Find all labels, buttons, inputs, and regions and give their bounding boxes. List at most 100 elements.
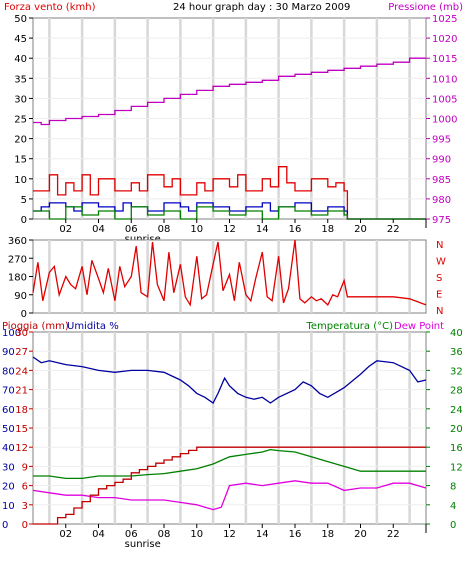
p3-humidity-tick-label: 40 [2, 443, 15, 454]
p3-humidity-tick-label: 70 [2, 386, 15, 397]
p3-rain-tick-label: 30 [15, 328, 28, 339]
rain-axis-label: Pioggia (mm) [2, 321, 69, 332]
p1-xtick-label: 14 [256, 224, 269, 235]
p2-yleft-tick-label: 270 [8, 254, 27, 265]
p2-yleft-tick-label: 180 [8, 273, 27, 284]
series-pressione [33, 57, 426, 126]
p3-temp-tick-label: 32 [450, 366, 463, 377]
p1-yright-tick-label: 985 [432, 175, 451, 186]
p1-yright-tick-label: 1000 [432, 115, 457, 126]
series-vento-medio [33, 202, 426, 220]
p1-yleft-tick-label: 5 [21, 195, 27, 206]
p3-rain-tick-label: 3 [22, 501, 28, 512]
p2-compass-label: S [436, 273, 442, 284]
p3-humidity-tick-label: 100 [2, 328, 21, 339]
p3-humidity-tick-label: 0 [2, 520, 8, 531]
p1-yright-tick-label: 1020 [432, 34, 457, 45]
p1-yright-tick-label: 990 [432, 155, 451, 166]
p2-yleft-tick-label: 90 [14, 291, 27, 302]
p3-rain-tick-label: 24 [15, 366, 28, 377]
p3-xtick-label: 08 [158, 529, 171, 540]
p3-xtick-label: 14 [256, 529, 269, 540]
p2-compass-label: N [436, 306, 443, 317]
p2-compass-label: E [436, 290, 442, 301]
temperature-axis-label: Temperatura (°C) [305, 321, 393, 332]
p3-rain-tick-label: 12 [15, 443, 28, 454]
series-pioggia [33, 446, 426, 525]
p3-xtick-label: 06 [125, 529, 138, 540]
p3-humidity-tick-label: 10 [2, 501, 15, 512]
series-umidita- [32, 356, 427, 404]
p1-xtick-label: 08 [158, 224, 171, 235]
p1-yleft-tick-label: 10 [14, 175, 27, 186]
p1-xtick-label: 18 [321, 224, 334, 235]
p3-xtick-label: 10 [190, 529, 203, 540]
p1-yleft-tick-label: 0 [21, 215, 27, 226]
p3-humidity-tick-label: 50 [2, 424, 15, 435]
wind-axis-label: Forza vento (kmh) [4, 2, 96, 13]
p3-rain-tick-label: 0 [22, 520, 28, 531]
p3-xtick-label: 22 [387, 529, 400, 540]
p3-rain-tick-label: 6 [22, 482, 28, 493]
p1-xtick-label: 16 [289, 224, 302, 235]
p3-xtick-label: 16 [289, 529, 302, 540]
p3-temp-tick-label: 4 [450, 501, 456, 512]
p2-yleft-tick-label: 360 [8, 236, 27, 247]
p1-xtick-label: 20 [354, 224, 367, 235]
p1-xtick-label: 10 [190, 224, 203, 235]
p1-xtick-label: 04 [92, 224, 105, 235]
p1-yleft-tick-label: 35 [14, 74, 27, 85]
p3-temp-tick-label: 20 [450, 424, 463, 435]
p3-rain-tick-label: 27 [15, 347, 28, 358]
p1-yright-tick-label: 1005 [432, 94, 457, 105]
dew-point-axis-label: Dew Point [394, 321, 444, 332]
p3-humidity-tick-label: 30 [2, 462, 15, 473]
p3-temp-tick-label: 16 [450, 443, 463, 454]
p3-humidity-tick-label: 20 [2, 482, 15, 493]
p1-yleft-tick-label: 15 [14, 155, 27, 166]
p3-humidity-tick-label: 60 [2, 405, 15, 416]
p1-yleft-tick-label: 20 [14, 135, 27, 146]
p1-yleft-tick-label: 30 [14, 94, 27, 105]
p1-yright-tick-label: 1015 [432, 54, 457, 65]
p2-compass-label: W [436, 257, 446, 268]
p3-temp-tick-label: 8 [450, 482, 456, 493]
series-dew-point [32, 480, 427, 511]
p2-yleft-tick-label: 0 [21, 309, 27, 320]
p3-rain-tick-label: 18 [15, 405, 28, 416]
p1-xtick-label: 02 [59, 224, 72, 235]
p3-temp-tick-label: 0 [450, 520, 456, 531]
p3-humidity-tick-label: 90 [2, 347, 15, 358]
p2-compass-label: N [436, 240, 443, 251]
p3-rain-tick-label: 9 [22, 462, 28, 473]
chart-title: 24 hour graph day : 30 Marzo 2009 [173, 2, 350, 13]
p3-xtick-label: 02 [59, 529, 72, 540]
p3-temp-tick-label: 36 [450, 347, 463, 358]
p3-xtick-label: 18 [321, 529, 334, 540]
p1-yright-tick-label: 1025 [432, 14, 457, 25]
p1-xtick-label: 06 [125, 224, 138, 235]
p1-yleft-tick-label: 50 [14, 14, 27, 25]
series-vento-min [33, 206, 426, 220]
series-wind-direction [32, 239, 427, 307]
p1-xtick-label: 12 [223, 224, 236, 235]
p1-yright-tick-label: 975 [432, 215, 451, 226]
p3-temp-tick-label: 28 [450, 386, 463, 397]
p3-temp-tick-label: 12 [450, 462, 463, 473]
p3-sunrise-label: sunrise [125, 539, 161, 550]
p3-xtick-label: 04 [92, 529, 105, 540]
wind-direction-plot-area [32, 239, 427, 314]
p1-yleft-tick-label: 40 [14, 54, 27, 65]
p3-xtick-label: 20 [354, 529, 367, 540]
p3-rain-tick-label: 21 [15, 386, 28, 397]
p3-rain-tick-label: 15 [15, 424, 28, 435]
p3-temp-tick-label: 40 [450, 328, 463, 339]
p1-yright-tick-label: 980 [432, 195, 451, 206]
p1-yleft-tick-label: 25 [14, 115, 27, 126]
p1-xtick-label: 22 [387, 224, 400, 235]
p3-temp-tick-label: 24 [450, 405, 463, 416]
series-temperatura [33, 448, 426, 480]
p3-xtick-label: 12 [223, 529, 236, 540]
